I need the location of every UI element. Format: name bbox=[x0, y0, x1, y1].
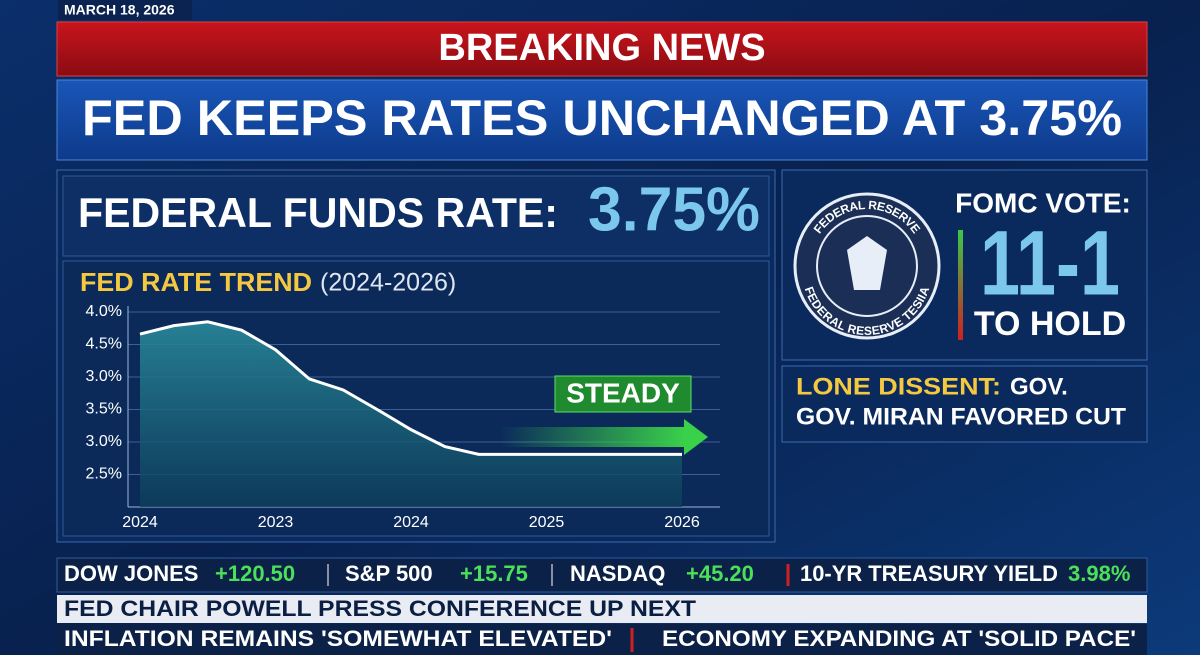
ticker-name: DOW JONES bbox=[64, 561, 198, 586]
crawl-item: INFLATION REMAINS 'SOMEWHAT ELEVATED' bbox=[64, 626, 612, 651]
ticker-change: +15.75 bbox=[460, 561, 528, 586]
ticker-change: +120.50 bbox=[215, 561, 295, 586]
rate-label: FEDERAL FUNDS RATE: bbox=[78, 189, 558, 236]
annotation: STEADY bbox=[566, 377, 680, 408]
plot: 4.0% 4.5% 3.0% 3.5% 3.0% 2.5% 2024 2023 2024 2025… bbox=[86, 303, 720, 531]
y-tick-label: 4.5% bbox=[86, 336, 122, 353]
ticker-name: S&P 500 bbox=[345, 561, 433, 586]
dissent-panel bbox=[781, 365, 1148, 443]
next-up: FED CHAIR POWELL PRESS CONFERENCE UP NEX… bbox=[64, 596, 697, 621]
ticker-name: NASDAQ bbox=[570, 561, 665, 586]
y-tick-label: 2.5% bbox=[86, 466, 122, 483]
y-tick-label: 4.0% bbox=[86, 303, 122, 320]
x-tick-label: 2025 bbox=[529, 514, 565, 531]
vote-title: FOMC VOTE: bbox=[955, 187, 1131, 218]
next-bar bbox=[57, 595, 1147, 623]
date: MARCH 18, 2026 bbox=[64, 2, 175, 18]
banner-bar bbox=[56, 21, 1148, 77]
banner: BREAKING NEWS bbox=[438, 27, 765, 69]
ticker-change: 3.98% bbox=[1068, 561, 1130, 586]
crawl-bar bbox=[57, 624, 1147, 655]
ticker-bar bbox=[56, 557, 1148, 593]
rate-box bbox=[62, 175, 770, 257]
dissent-line1: GOV. bbox=[1010, 373, 1068, 400]
vote-bar bbox=[958, 230, 963, 340]
ticker-name: 10-YR TREASURY YIELD bbox=[800, 561, 1058, 586]
seal-eagle bbox=[847, 236, 887, 290]
x-tick-label: 2026 bbox=[664, 514, 700, 531]
x-tick-label: 2024 bbox=[122, 514, 158, 531]
seal-ring bbox=[816, 215, 918, 317]
chart-title: FED RATE TREND bbox=[80, 267, 312, 297]
y-tick-label: 3.0% bbox=[86, 433, 122, 450]
dissent-line2: GOV. MIRAN FAVORED CUT bbox=[796, 403, 1126, 430]
date-box bbox=[58, 0, 192, 20]
vote-outcome: TO HOLD bbox=[974, 305, 1126, 343]
ticker-change: +45.20 bbox=[686, 561, 754, 586]
x-tick-label: 2023 bbox=[258, 514, 294, 531]
dissent-label: LONE DISSENT: bbox=[796, 373, 1001, 400]
line bbox=[139, 320, 682, 456]
y-tick-label: 3.0% bbox=[86, 368, 122, 385]
x-tick-label: 2024 bbox=[393, 514, 429, 531]
crawl-item: ECONOMY EXPANDING AT 'SOLID PACE' bbox=[662, 626, 1136, 651]
headline-bar bbox=[56, 79, 1148, 161]
annotation-box bbox=[554, 375, 692, 413]
steady-arrow-shaft bbox=[500, 427, 686, 447]
headline: FED KEEPS RATES UNCHANGED AT 3.75% bbox=[82, 90, 1122, 146]
rate-value: 3.75% bbox=[588, 175, 760, 244]
chart-subtitle: (2024-2026) bbox=[320, 269, 456, 297]
vote-result: 11-1 bbox=[980, 212, 1120, 314]
area bbox=[140, 321, 682, 507]
y-tick-label: 3.5% bbox=[86, 401, 122, 418]
steady-arrow-head bbox=[684, 419, 708, 455]
